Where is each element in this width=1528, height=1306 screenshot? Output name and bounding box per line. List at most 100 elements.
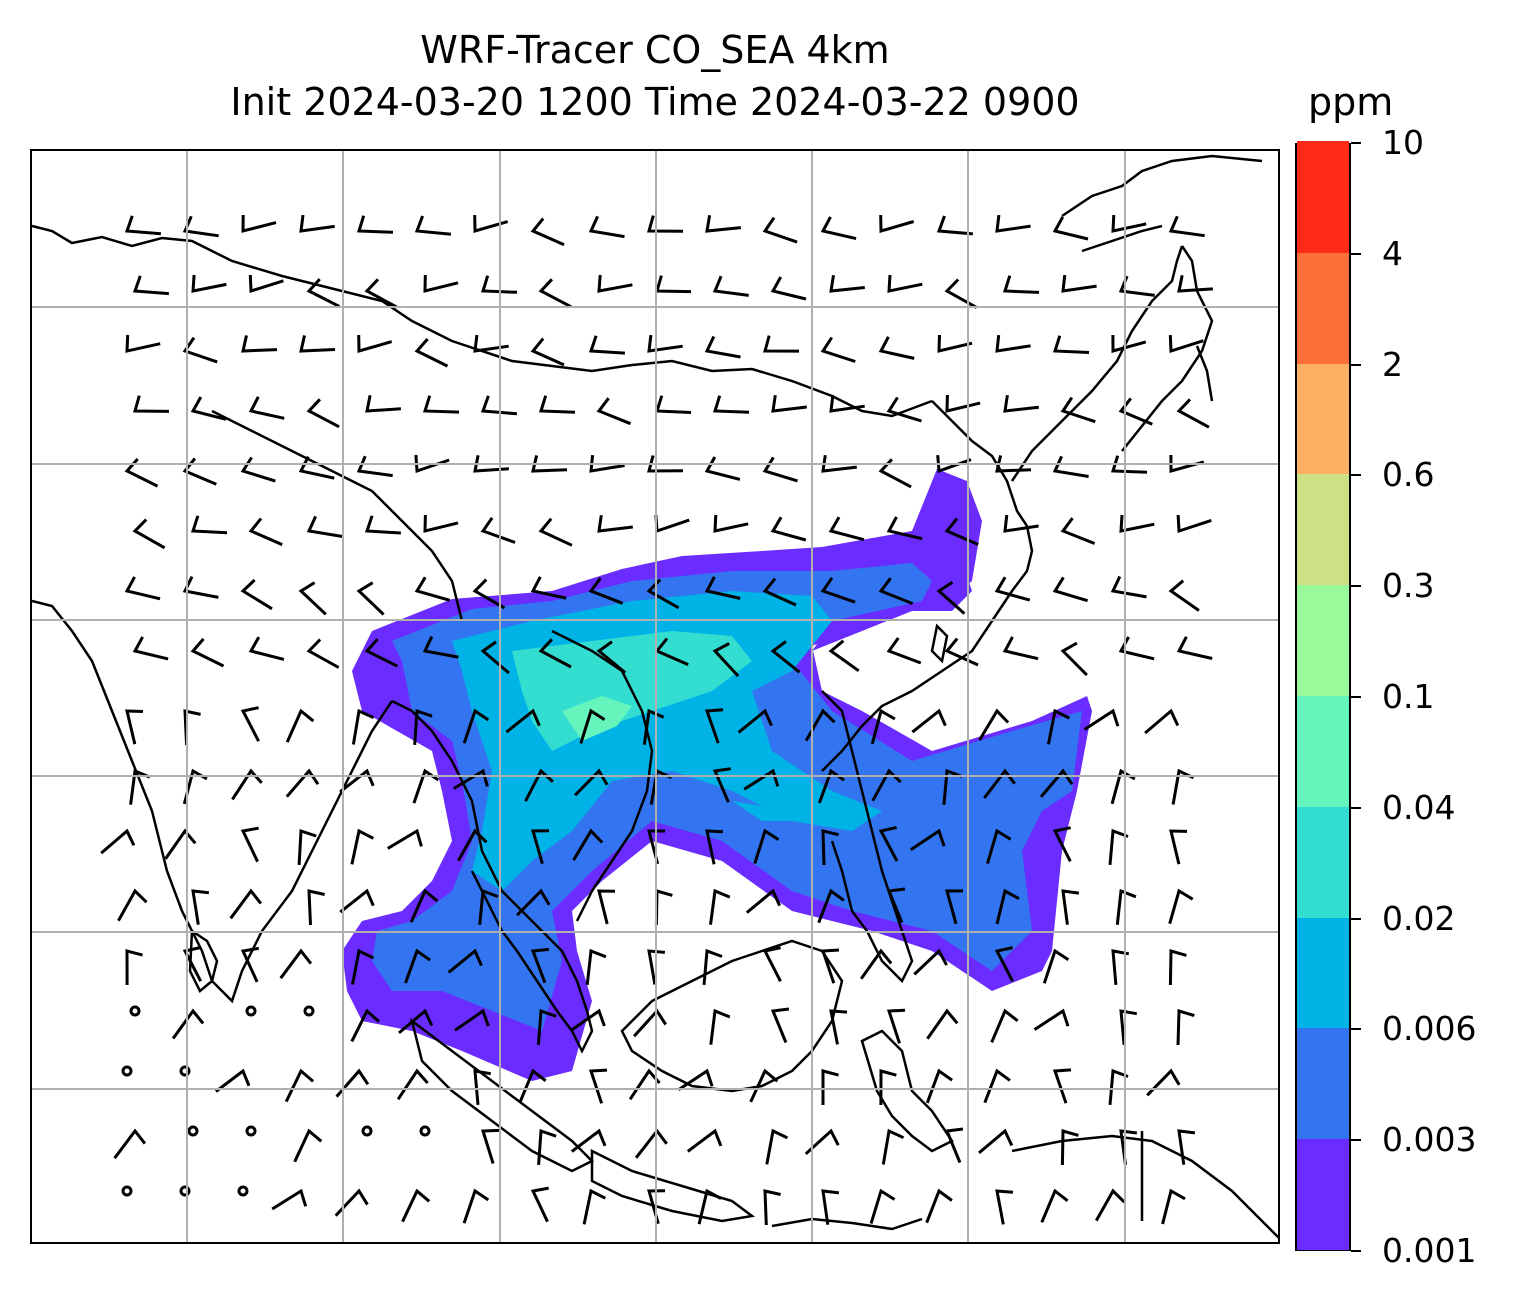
wind-barb	[1168, 215, 1205, 238]
wind-barb	[1168, 888, 1194, 925]
wind-barb	[995, 214, 1031, 233]
wind-barb	[990, 1008, 1019, 1043]
wind-barb	[454, 1008, 490, 1032]
wind-barb	[597, 514, 633, 533]
wind-barb	[713, 514, 749, 533]
wind-barb	[712, 642, 740, 678]
map-canvas	[32, 151, 1278, 1242]
wind-barb	[597, 889, 616, 925]
wind-barb	[248, 517, 283, 546]
wind-barb	[995, 1189, 1014, 1225]
wind-barb	[762, 577, 797, 607]
wind-barb	[879, 214, 915, 233]
wind-barb	[306, 398, 340, 429]
wind-barb	[712, 767, 732, 803]
colorbar-tick	[1351, 474, 1361, 477]
map-panel	[30, 149, 1280, 1244]
wind-barb	[133, 395, 170, 413]
wind-barb	[1046, 708, 1070, 745]
colorbar-segment	[1297, 251, 1349, 364]
wind-barb	[709, 1008, 731, 1045]
wind-barb	[704, 456, 741, 481]
colorbar-tick-label: 10	[1382, 123, 1424, 162]
wind-barb	[531, 455, 568, 473]
wind-barb	[829, 274, 865, 293]
wind-barb	[1083, 708, 1120, 731]
calm-wind-marker	[303, 1005, 315, 1017]
gridlines	[32, 151, 1278, 1242]
wind-barb	[248, 636, 285, 661]
wind-barb	[702, 948, 723, 986]
wind-barb	[926, 1008, 959, 1040]
wind-barb	[334, 1188, 369, 1217]
wind-barb	[190, 637, 225, 668]
wind-barb	[878, 336, 915, 360]
wind-barb	[886, 396, 922, 423]
wind-barb	[409, 888, 439, 923]
wind-barb	[530, 576, 567, 600]
wind-barb	[538, 517, 573, 547]
wind-barb	[516, 888, 551, 917]
wind-barb	[478, 888, 499, 925]
coastline-asia-north	[32, 224, 933, 418]
calm-wind-marker	[129, 1005, 141, 1017]
wind-barb	[859, 948, 893, 980]
calm-wind-marker	[179, 1065, 191, 1077]
colorbar-tick-label: 4	[1382, 233, 1403, 273]
wind-barb	[585, 948, 607, 985]
wind-barb	[770, 276, 807, 301]
wind-barb	[762, 946, 782, 982]
wind-barb	[879, 1069, 897, 1106]
wind-barb	[572, 828, 604, 861]
wind-barb	[356, 581, 385, 616]
colorbar-tick-label: 2	[1382, 344, 1403, 384]
wind-barb	[229, 888, 263, 920]
coastline-sumatra	[409, 1017, 595, 1173]
wind-barb	[240, 946, 260, 983]
wind-barb	[279, 948, 313, 980]
wind-barb	[335, 1068, 370, 1098]
wind-barb	[1052, 335, 1090, 354]
wind-barb	[422, 635, 459, 659]
wind-barb	[770, 516, 807, 542]
wind-barb	[524, 768, 554, 802]
calm-wind-marker	[245, 1005, 257, 1017]
wind-barb	[125, 709, 144, 745]
wind-barb	[240, 456, 276, 483]
wind-barb	[125, 949, 143, 986]
wind-barb	[1110, 575, 1147, 599]
wind-barb	[821, 1189, 840, 1225]
wind-barb	[248, 274, 284, 294]
wind-barb	[473, 455, 510, 473]
wind-barb	[647, 455, 684, 473]
colorbar-tick-label: 0.001	[1382, 1231, 1477, 1270]
colorbar-tick	[1351, 1250, 1361, 1252]
wind-barb	[1176, 636, 1213, 660]
wind-barb	[214, 1068, 251, 1093]
wind-barb	[100, 828, 136, 855]
wind-barb	[936, 580, 966, 615]
colorbar	[1295, 141, 1351, 1251]
wind-barb	[413, 708, 433, 746]
wind-barb	[132, 275, 170, 296]
wind-barb	[240, 826, 259, 863]
wind-barb	[1176, 1009, 1195, 1046]
coastline-india	[32, 599, 394, 1004]
colorbar-tick	[1351, 917, 1361, 920]
wind-barb	[588, 335, 625, 355]
colorbar-tick	[1351, 696, 1361, 698]
colorbar-segment	[1297, 1027, 1349, 1140]
wind-barb	[538, 638, 572, 669]
colorbar-tick-label: 0.006	[1382, 1009, 1477, 1049]
wind-barb	[817, 768, 845, 804]
wind-barb	[350, 828, 374, 865]
wind-barb	[994, 946, 1014, 982]
colorbar-tick	[1351, 806, 1361, 809]
wind-barb	[1060, 641, 1088, 677]
wind-barb	[190, 515, 228, 535]
colorbar-segment	[1297, 916, 1349, 1029]
wind-barb	[886, 1008, 906, 1044]
wind-barb	[350, 1008, 380, 1043]
wind-barb	[423, 274, 459, 293]
wind-barb	[480, 395, 518, 416]
